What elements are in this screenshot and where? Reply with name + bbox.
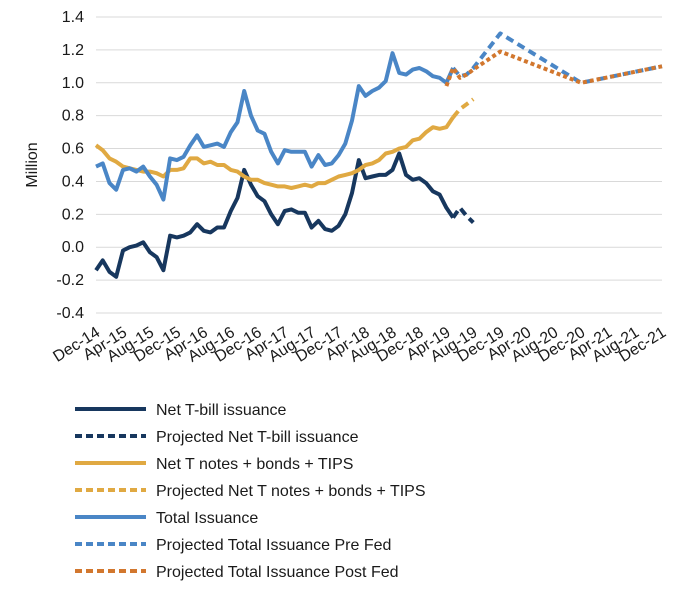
series-line-5 [95,51,455,202]
y-tick-label: 0.8 [62,108,84,125]
series-line-1 [94,151,455,279]
legend-label: Total Issuance [156,510,258,527]
legend-label: Net T notes + bonds + TIPS [156,456,353,473]
legend-item: Projected Total Issuance Post Fed [75,564,399,581]
y-tick-label: -0.4 [56,305,84,322]
y-tick-label: 1.0 [62,75,84,92]
y-tick-label: 0.6 [62,141,84,158]
legend-item: Net T-bill issuance [75,402,287,419]
series-line-6 [451,31,663,85]
gridlines [96,16,662,314]
legend-item: Projected Total Issuance Pre Fed [75,537,391,554]
series-line-4 [451,97,475,119]
series-line-3 [94,116,455,190]
legend-item: Total Issuance [75,510,258,527]
series-line-2 [451,205,475,225]
y-tick-label: 1.2 [62,42,84,59]
legend: Net T-bill issuance Projected Net T-bill … [75,402,426,581]
legend-label: Projected Total Issuance Pre Fed [156,537,391,554]
y-tick-label: 0.2 [62,206,84,223]
legend-item: Projected Net T-bill issuance [75,429,359,446]
legend-label: Projected Net T-bill issuance [156,429,359,446]
legend-label: Net T-bill issuance [156,402,287,419]
legend-item: Net T notes + bonds + TIPS [75,456,353,473]
legend-label: Projected Total Issuance Post Fed [156,564,399,581]
y-axis: -0.4 -0.2 0.0 0.2 0.4 0.6 0.8 1.0 1.2 1.4 [56,9,84,322]
legend-item: Projected Net T notes + bonds + TIPS [75,483,426,500]
y-tick-label: -0.2 [56,272,84,289]
y-tick-label: 0.4 [62,173,84,190]
series-lines [94,31,663,279]
x-axis: Dec-14Apr-15Aug-15Dec-15Apr-16Aug-16Dec-… [50,324,669,366]
series-line-7 [444,49,663,87]
y-tick-label: 1.4 [62,9,84,26]
y-tick-label: 0.0 [62,239,84,256]
legend-label: Projected Net T notes + bonds + TIPS [156,483,426,500]
y-axis-title: Million [24,142,41,187]
